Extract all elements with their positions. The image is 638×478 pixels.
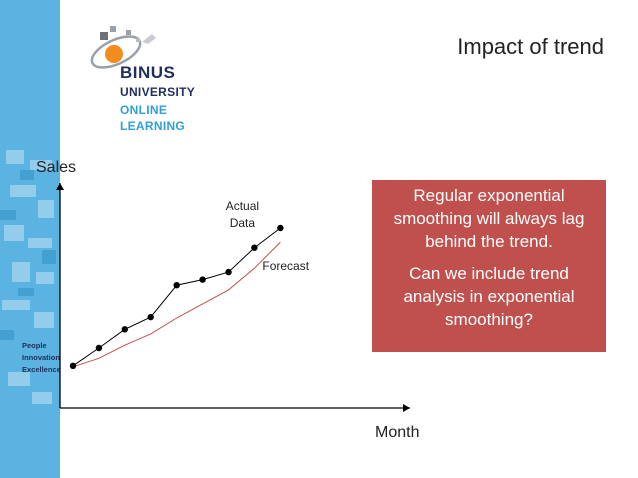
logo-text-university: UNIVERSITY — [120, 85, 196, 99]
annotation-forecast: Forecast — [262, 259, 309, 273]
tagline: People Innovation Excellence — [22, 340, 61, 376]
actual-data-point — [147, 313, 154, 321]
actual-data-point — [121, 326, 128, 333]
actual-data-point — [225, 268, 232, 276]
sidebar-decoration — [0, 0, 60, 478]
actual-data-point — [277, 224, 284, 232]
annotation-actual-data: Actual — [226, 199, 259, 213]
y-axis-label: Sales — [36, 159, 76, 176]
logo-text-online: ONLINE — [120, 103, 168, 117]
tagline-people: People — [22, 341, 47, 350]
actual-data-point — [95, 344, 103, 352]
actual-data-point — [69, 362, 77, 369]
tagline-excellence: Excellence — [22, 365, 61, 374]
actual-data-point — [173, 282, 180, 289]
callout-paragraph-1: Regular exponential smoothing will alway… — [393, 186, 585, 251]
tagline-innovation: Innovation — [22, 353, 60, 362]
actual-data-point — [199, 276, 206, 283]
forecast-line — [72, 241, 281, 368]
logo-text-learning: LEARNING — [120, 119, 186, 133]
annotation-actual-data: Data — [230, 216, 256, 230]
logo-text-binus: BINUS — [120, 63, 176, 82]
actual-data-point — [251, 244, 258, 251]
callout-paragraph-2: Can we include trend analysis in exponen… — [403, 264, 575, 329]
callout-box: Regular exponential smoothing will alway… — [372, 180, 606, 352]
x-axis-label: Month — [375, 424, 419, 441]
x-axis-arrow — [403, 404, 410, 412]
binus-logo-mark — [90, 26, 156, 69]
slide-title: Impact of trend — [457, 34, 604, 59]
actual-data-line — [72, 227, 281, 367]
y-axis-arrow — [56, 183, 64, 190]
